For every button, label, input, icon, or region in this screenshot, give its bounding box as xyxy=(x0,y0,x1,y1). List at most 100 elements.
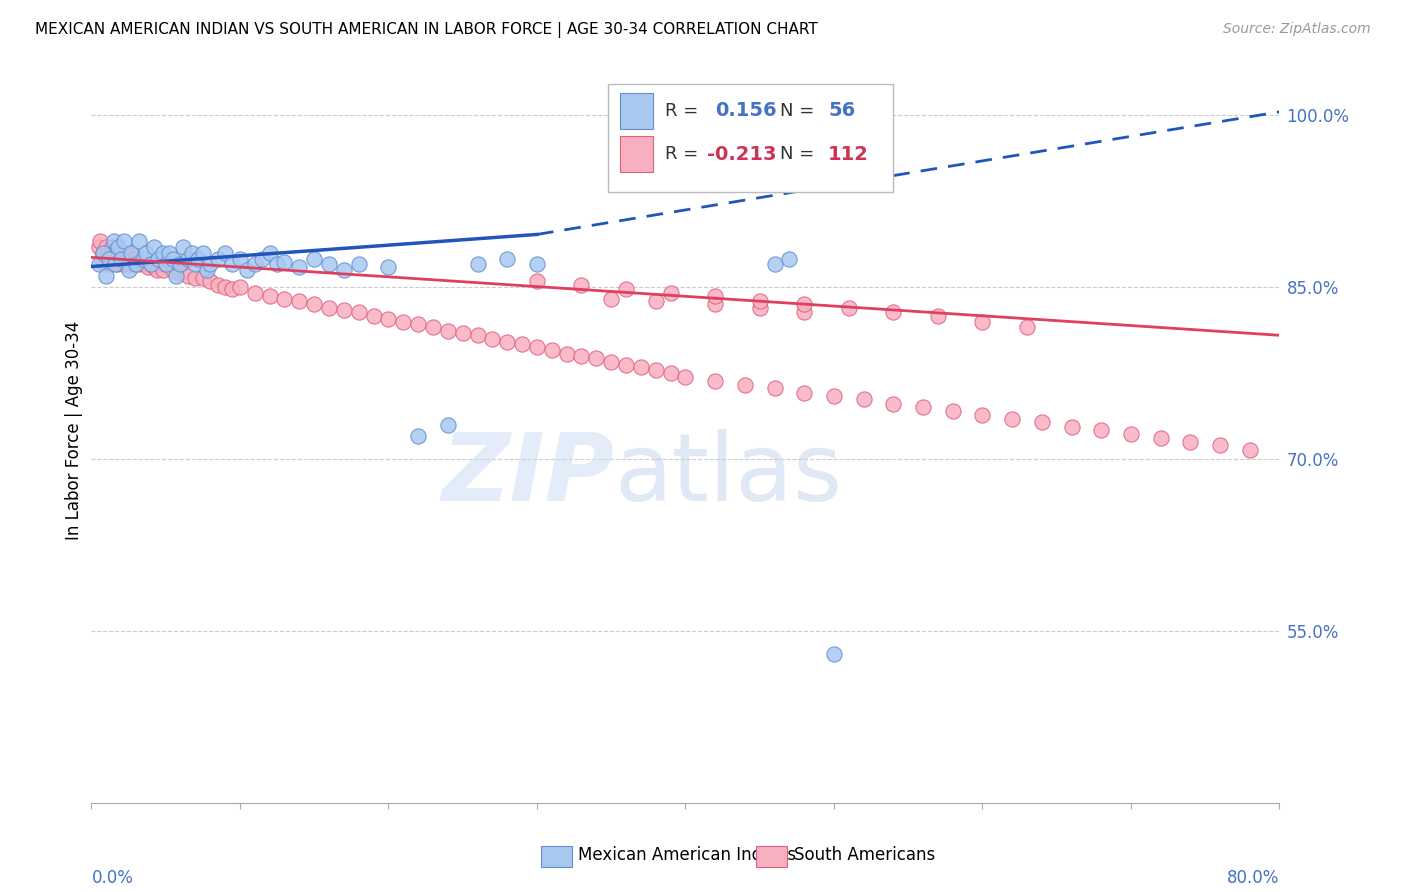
Point xyxy=(243,285,266,300)
Point xyxy=(614,282,637,296)
Point xyxy=(571,277,593,292)
Point xyxy=(236,263,259,277)
Point xyxy=(90,252,112,266)
Point xyxy=(748,301,770,315)
Point xyxy=(496,252,519,266)
Point xyxy=(467,257,489,271)
Point xyxy=(942,404,965,418)
Point xyxy=(118,252,141,266)
Bar xyxy=(620,93,654,128)
Point xyxy=(107,240,129,254)
Point xyxy=(152,263,174,277)
Point xyxy=(125,257,148,271)
Point xyxy=(134,257,156,271)
Point xyxy=(1119,426,1142,441)
Text: R =: R = xyxy=(665,102,699,120)
Point xyxy=(165,268,187,283)
Point xyxy=(112,235,135,249)
Point xyxy=(600,354,623,368)
Point xyxy=(89,235,111,249)
Point xyxy=(142,260,165,274)
Point xyxy=(510,337,533,351)
Point xyxy=(117,257,139,271)
Text: R =: R = xyxy=(665,145,699,163)
Point xyxy=(1209,438,1232,452)
Point xyxy=(177,252,200,266)
Text: -0.213: -0.213 xyxy=(707,145,776,163)
Point xyxy=(882,305,904,319)
Point xyxy=(793,385,815,400)
Point xyxy=(131,252,153,266)
Point xyxy=(184,257,207,271)
Text: Mexican American Indians: Mexican American Indians xyxy=(578,846,796,863)
Point xyxy=(911,401,934,415)
Point xyxy=(114,245,136,260)
Point xyxy=(169,267,191,281)
Point xyxy=(195,263,218,277)
Point xyxy=(214,280,236,294)
Point xyxy=(451,326,474,340)
Point xyxy=(673,369,696,384)
Point xyxy=(406,317,429,331)
Point xyxy=(124,257,146,271)
Point xyxy=(333,303,356,318)
Text: Source: ZipAtlas.com: Source: ZipAtlas.com xyxy=(1223,22,1371,37)
Point xyxy=(191,245,214,260)
Point xyxy=(229,252,252,266)
Point xyxy=(823,647,845,661)
Point xyxy=(406,429,429,443)
Point xyxy=(187,252,209,266)
Point xyxy=(793,305,815,319)
Point xyxy=(1031,416,1053,430)
Point xyxy=(101,240,124,254)
Text: 0.0%: 0.0% xyxy=(91,870,134,888)
Point xyxy=(221,282,243,296)
Text: 0.156: 0.156 xyxy=(716,102,776,120)
Point xyxy=(436,417,458,432)
Point xyxy=(105,257,128,271)
Point xyxy=(250,252,273,266)
Point xyxy=(229,280,252,294)
Point xyxy=(200,275,222,289)
Text: N =: N = xyxy=(780,145,814,163)
Point xyxy=(927,309,949,323)
Point xyxy=(87,240,110,254)
Point xyxy=(778,252,800,266)
Point xyxy=(184,271,207,285)
Text: 80.0%: 80.0% xyxy=(1227,870,1279,888)
Point xyxy=(302,297,325,311)
Point xyxy=(142,240,165,254)
Point xyxy=(145,263,167,277)
Point xyxy=(181,245,204,260)
Point xyxy=(96,240,118,254)
Point xyxy=(1149,431,1171,445)
Point xyxy=(200,257,222,271)
Point xyxy=(107,240,129,254)
Point xyxy=(108,252,131,266)
Point xyxy=(600,292,623,306)
Point xyxy=(128,235,150,249)
Point xyxy=(377,260,399,274)
Point xyxy=(103,235,125,249)
Point xyxy=(122,252,145,266)
Point xyxy=(333,263,356,277)
Point xyxy=(98,252,121,266)
Point xyxy=(266,257,288,271)
Point xyxy=(169,257,191,271)
Point xyxy=(177,268,200,283)
Point xyxy=(91,245,114,260)
Point xyxy=(347,305,370,319)
Point xyxy=(972,409,994,423)
Text: 56: 56 xyxy=(828,102,855,120)
Point xyxy=(614,358,637,372)
Point xyxy=(659,366,682,380)
Bar xyxy=(620,136,654,172)
Point xyxy=(748,293,770,308)
Text: atlas: atlas xyxy=(614,429,842,521)
Point xyxy=(318,257,340,271)
Point xyxy=(436,324,458,338)
Point xyxy=(214,245,236,260)
Bar xyxy=(609,84,893,192)
Point xyxy=(644,362,666,376)
Point xyxy=(162,252,184,266)
